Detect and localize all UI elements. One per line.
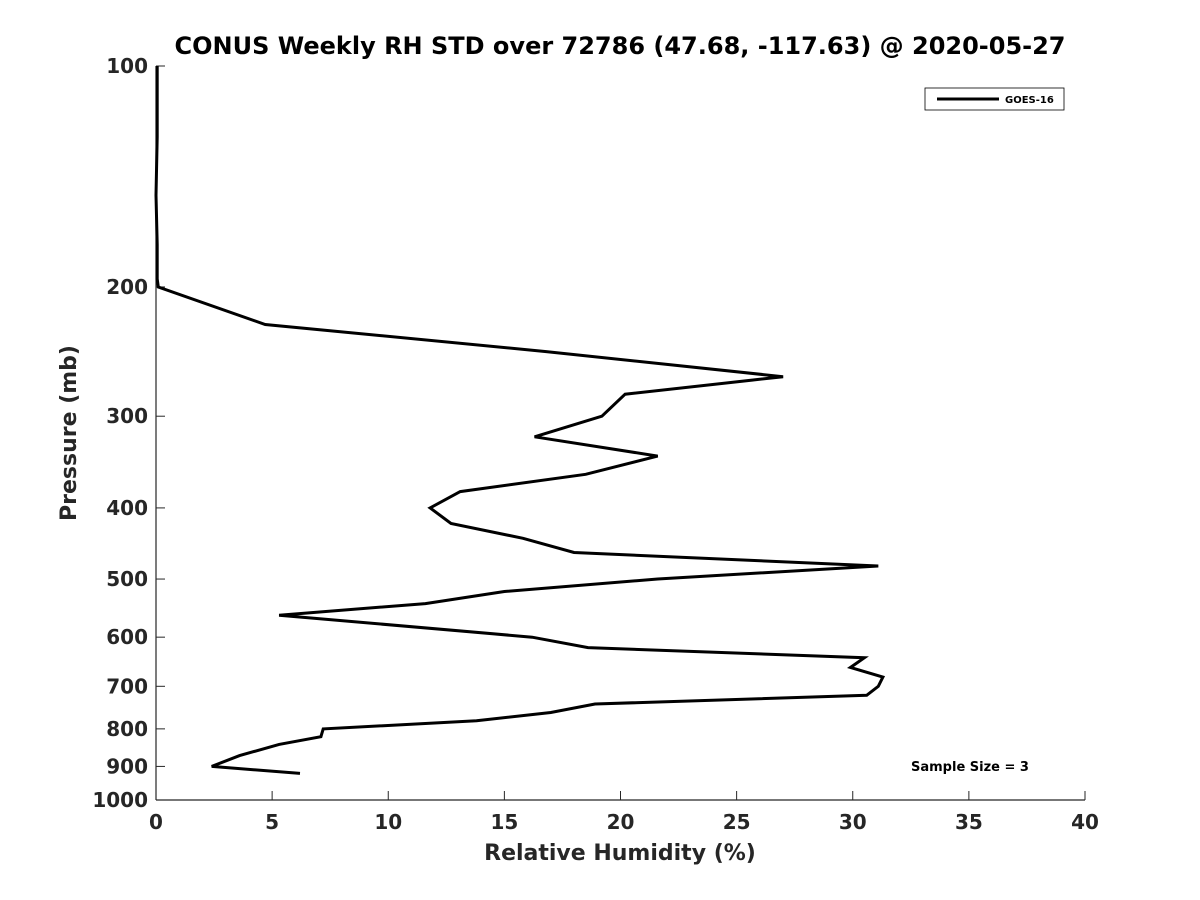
legend: GOES-16 — [924, 87, 1065, 111]
sample-size-annotation: Sample Size = 3 — [911, 760, 1029, 775]
y-tick-label: 800 — [106, 717, 148, 741]
y-tick-label: 400 — [106, 496, 148, 520]
x-tick-label: 30 — [839, 810, 867, 834]
y-tick-label: 600 — [106, 625, 148, 649]
y-axis-ticks: 100 200 300 400 500 600 700 800 900 1000 — [92, 54, 165, 812]
x-tick-label: 35 — [955, 810, 983, 834]
y-tick-label: 900 — [106, 754, 148, 778]
x-tick-label: 15 — [490, 810, 518, 834]
y-tick-label: 700 — [106, 674, 148, 698]
legend-label: GOES-16 — [1005, 95, 1054, 106]
y-tick-label: 300 — [106, 404, 148, 428]
x-tick-label: 20 — [607, 810, 635, 834]
chart-title: CONUS Weekly RH STD over 72786 (47.68, -… — [174, 32, 1065, 60]
y-tick-label: 500 — [106, 567, 148, 591]
x-tick-label: 25 — [723, 810, 751, 834]
x-tick-label: 10 — [374, 810, 402, 834]
y-tick-label: 200 — [106, 275, 148, 299]
y-tick-label: 1000 — [92, 788, 148, 812]
x-tick-label: 5 — [265, 810, 279, 834]
x-axis-label: Relative Humidity (%) — [484, 841, 756, 866]
x-axis-ticks: 0 5 10 15 20 25 30 35 40 — [149, 791, 1099, 834]
x-tick-label: 40 — [1071, 810, 1099, 834]
series-line-goes-16 — [154, 66, 886, 775]
y-tick-label: 100 — [106, 54, 148, 78]
y-axis-label: Pressure (mb) — [57, 345, 82, 521]
x-tick-label: 0 — [149, 810, 163, 834]
